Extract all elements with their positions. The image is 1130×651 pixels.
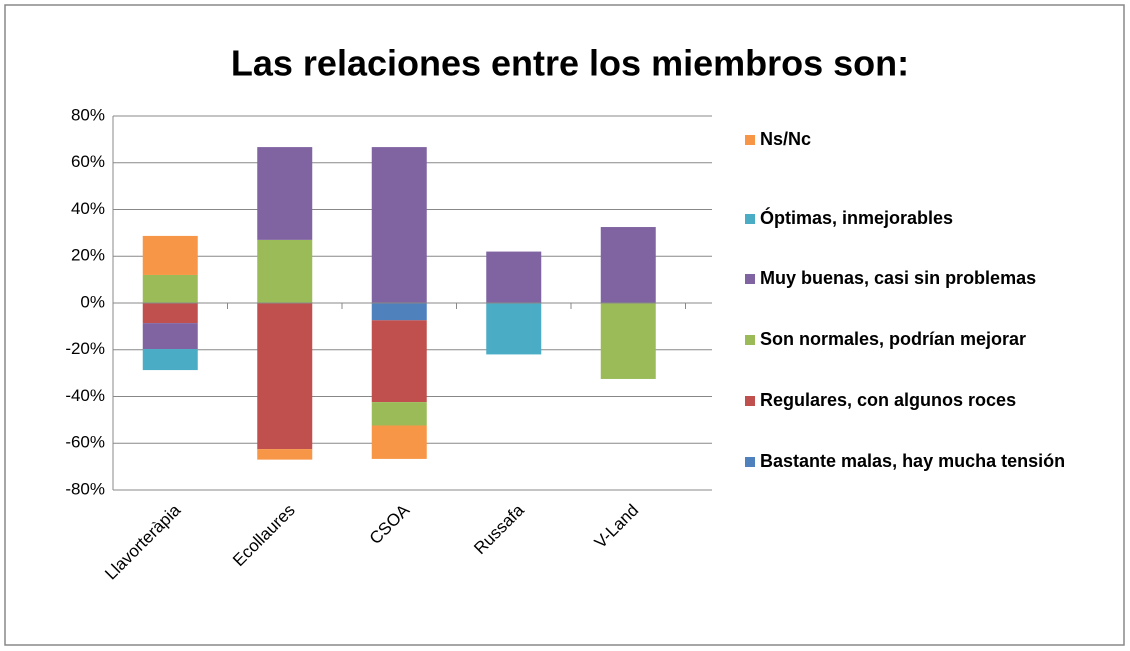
y-tick-label: -80%	[65, 479, 105, 498]
legend-swatch	[745, 396, 755, 406]
chart-title: Las relaciones entre los miembros son:	[231, 43, 909, 84]
bar-segment	[371, 320, 427, 403]
bar-segment	[257, 449, 313, 460]
bar-segment	[257, 239, 313, 303]
legend-swatch	[745, 457, 755, 467]
legend-label: Ns/Nc	[760, 129, 811, 149]
bar-segment	[142, 349, 198, 371]
y-tick-label: 40%	[71, 199, 105, 218]
bar-segment	[371, 402, 427, 426]
legend-label: Regulares, con algunos roces	[760, 390, 1016, 410]
bar-segment	[371, 303, 427, 321]
legend-label: Son normales, podrían mejorar	[760, 329, 1026, 349]
bar-segment	[371, 147, 427, 303]
legend-label: Muy buenas, casi sin problemas	[760, 268, 1036, 288]
bar-segment	[142, 235, 198, 275]
bar-segment	[142, 323, 198, 350]
legend-label: Óptimas, inmejorables	[760, 207, 953, 228]
bar-segment	[257, 303, 313, 450]
bar-segment	[486, 251, 542, 303]
bar-segment	[142, 303, 198, 324]
y-tick-label: 20%	[71, 246, 105, 265]
legend-swatch	[745, 335, 755, 345]
bar-segment	[486, 303, 542, 355]
legend-swatch	[745, 135, 755, 145]
y-tick-label: -60%	[65, 433, 105, 452]
legend-swatch	[745, 214, 755, 224]
y-tick-label: 60%	[71, 152, 105, 171]
bar-segment	[257, 147, 313, 240]
y-tick-label: -40%	[65, 386, 105, 405]
y-tick-label: -20%	[65, 339, 105, 358]
bar-segment	[600, 227, 656, 303]
bar-segment	[371, 425, 427, 459]
bar-segment	[142, 274, 198, 303]
legend-swatch	[745, 274, 755, 284]
legend-label: Bastante malas, hay mucha tensión	[760, 451, 1065, 471]
y-tick-label: 0%	[80, 292, 105, 311]
bar-segment	[600, 303, 656, 379]
y-tick-label: 80%	[71, 105, 105, 124]
